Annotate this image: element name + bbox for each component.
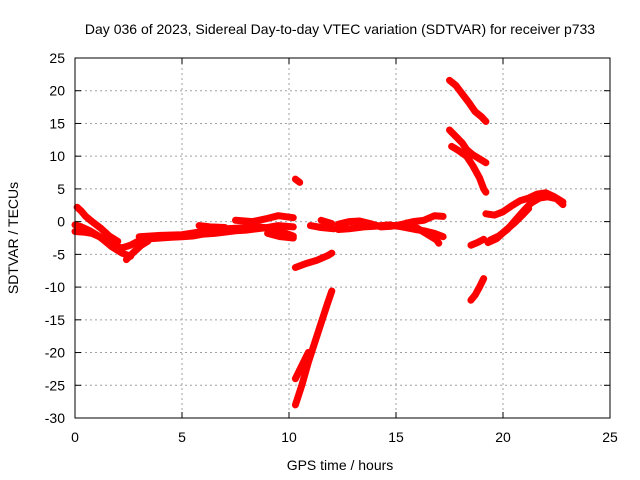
y-tick-label: 0 bbox=[57, 214, 65, 230]
series-trace-9 bbox=[291, 175, 304, 186]
x-tick-label: 0 bbox=[71, 429, 79, 445]
data-series bbox=[71, 76, 567, 409]
series-trace-17 bbox=[403, 219, 443, 247]
y-tick-label: -10 bbox=[45, 279, 65, 295]
grid-lines bbox=[75, 58, 610, 418]
series-trace-10 bbox=[291, 249, 336, 271]
series-trace-4 bbox=[122, 237, 152, 264]
series-trace-20 bbox=[448, 142, 490, 196]
x-tick-label: 10 bbox=[281, 429, 297, 445]
x-tick-label: 25 bbox=[602, 429, 618, 445]
series-trace-13 bbox=[306, 222, 338, 233]
y-tick-label: -30 bbox=[45, 410, 65, 426]
x-tick-label: 5 bbox=[178, 429, 186, 445]
y-tick-label: 20 bbox=[49, 83, 65, 99]
series-trace-21 bbox=[467, 275, 488, 304]
series-trace-18 bbox=[446, 76, 490, 125]
y-tick-label: -25 bbox=[45, 377, 65, 393]
y-tick-label: 15 bbox=[49, 115, 65, 131]
series-trace-3 bbox=[71, 228, 135, 260]
series-trace-22 bbox=[467, 235, 488, 249]
x-tick-label: 15 bbox=[388, 429, 404, 445]
series-trace-11 bbox=[291, 287, 336, 409]
x-axis-label: GPS time / hours bbox=[287, 457, 394, 473]
y-tick-label: 10 bbox=[49, 148, 65, 164]
series-trace-25 bbox=[484, 205, 533, 247]
series-trace-12 bbox=[291, 349, 312, 383]
series-trace-8 bbox=[264, 229, 297, 242]
series-trace-6 bbox=[195, 222, 229, 231]
series-trace-14 bbox=[317, 216, 336, 228]
y-tick-label: -15 bbox=[45, 312, 65, 328]
y-axis-label: SDTVAR / TECUs bbox=[5, 182, 21, 294]
y-tick-label: 25 bbox=[49, 50, 65, 66]
series-trace-19 bbox=[446, 126, 490, 167]
plot-frame bbox=[74, 57, 611, 419]
y-tick-label: -5 bbox=[53, 246, 66, 262]
axis-ticks: 0 5 10 15 20 25 25 20 15 10 5 0 -5 -10 -15 -20 -25 -30 bbox=[45, 50, 618, 445]
chart-title: Day 036 of 2023, Sidereal Day-to-day VTE… bbox=[85, 21, 595, 37]
series-trace-7 bbox=[232, 212, 297, 226]
series-trace-2 bbox=[73, 203, 122, 245]
x-tick-label: 20 bbox=[495, 429, 511, 445]
y-tick-label: 5 bbox=[57, 181, 65, 197]
y-tick-label: -20 bbox=[45, 345, 65, 361]
